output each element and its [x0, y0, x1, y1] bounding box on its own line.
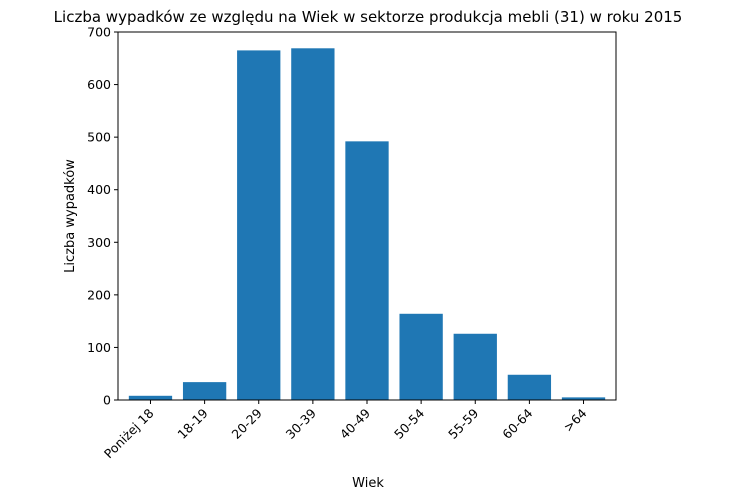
bar-18-19	[182, 382, 227, 400]
bar-20-29	[237, 50, 281, 401]
x-tick-label: 60-64	[499, 405, 535, 441]
x-axis: Poniżej 18 18-19 20-29 30-39 40-49 50-54 55-59…	[101, 400, 590, 461]
bar-Poniżej 18	[128, 395, 173, 400]
x-tick-label: 40-49	[337, 405, 373, 441]
bar-40-49	[345, 141, 389, 400]
bar-30-39	[291, 48, 335, 400]
y-axis: 0 100 200 300 400 500 600 700	[87, 25, 118, 408]
x-tick-label: 50-54	[391, 405, 427, 441]
x-tick-label: 55-59	[445, 405, 481, 441]
x-tick-label: 20-29	[229, 405, 265, 441]
y-tick-label: 500	[87, 130, 111, 145]
y-tick-label: 200	[87, 287, 111, 302]
bar-55-59	[453, 333, 497, 400]
x-tick-label: 30-39	[283, 405, 319, 441]
bar->64	[561, 397, 606, 400]
y-tick-label: 600	[87, 77, 111, 92]
y-tick-label: 700	[87, 25, 111, 40]
y-axis-label: Liczba wypadków	[63, 159, 78, 273]
y-tick-label: 100	[87, 340, 111, 355]
bars-group	[128, 48, 606, 401]
x-axis-label: Wiek	[352, 476, 384, 491]
plot-frame	[117, 31, 617, 401]
bar-60-64	[507, 374, 552, 400]
y-tick-label: 0	[103, 393, 111, 408]
y-tick-label: 400	[87, 182, 111, 197]
y-tick-label: 300	[87, 235, 111, 250]
bar-50-54	[399, 313, 443, 400]
x-tick-label: Poniżej 18	[101, 405, 157, 461]
chart-title: Liczba wypadków ze względu na Wiek w sek…	[54, 8, 683, 26]
x-tick-label: >64	[560, 405, 589, 434]
x-tick-label: 18-19	[174, 405, 210, 441]
